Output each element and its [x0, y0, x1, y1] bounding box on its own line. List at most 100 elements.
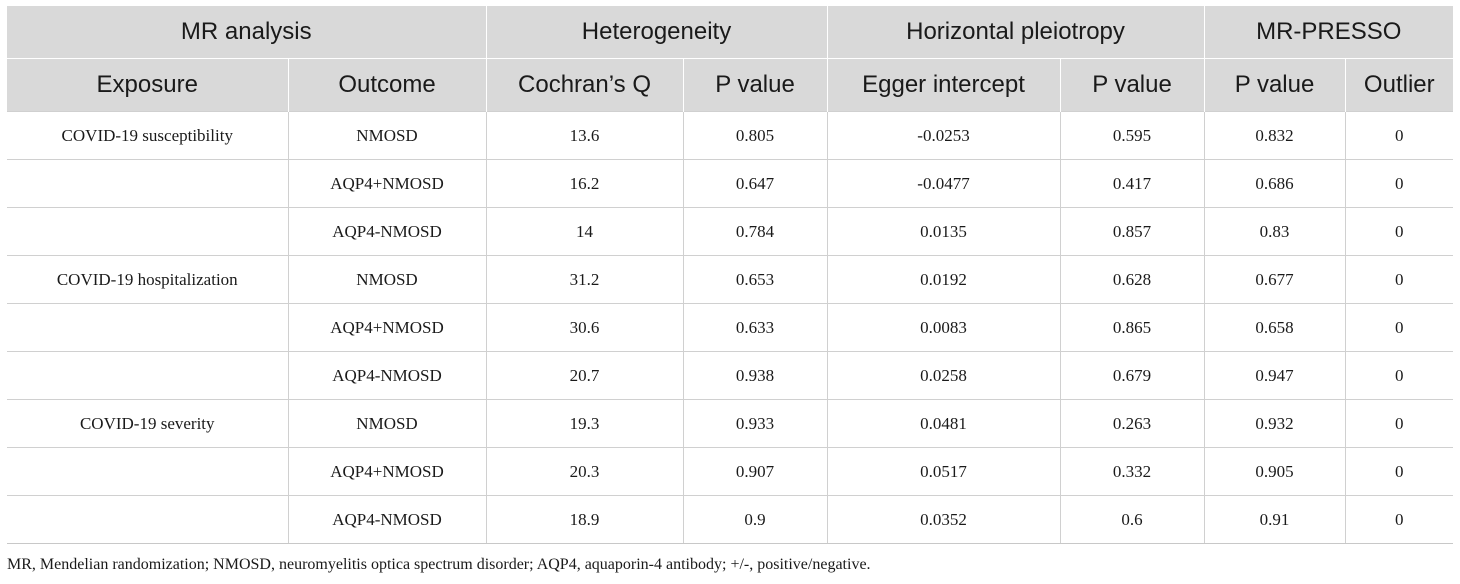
group-header-mr-analysis: MR analysis — [7, 6, 487, 59]
group-header-heterogeneity: Heterogeneity — [485, 6, 828, 59]
table-row: COVID-19 susceptibility NMOSD 13.6 0.805 -0.… — [7, 111, 1454, 160]
table-row: COVID-19 severity NMOSD 19.3 0.933 0.0481 0.2… — [7, 399, 1454, 448]
cell-cochrans-q: 31.2 — [485, 255, 684, 304]
cell-heterogeneity-p-value: 0.647 — [682, 159, 828, 208]
cell-egger-intercept: -0.0253 — [826, 111, 1061, 160]
cell-pleiotropy-p-value: 0.857 — [1059, 207, 1205, 256]
cell-egger-intercept: 0.0352 — [826, 495, 1061, 544]
column-header-egger-intercept: Egger intercept — [826, 58, 1061, 112]
table-row: AQP4-NMOSD 18.9 0.9 0.0352 0.6 0.91 0 — [7, 495, 1454, 544]
header-column-row: Exposure Outcome Cochran’s Q P value Egg… — [7, 58, 1454, 112]
header-group-row: MR analysis Heterogeneity Horizontal ple… — [7, 6, 1454, 59]
cell-egger-intercept: 0.0083 — [826, 303, 1061, 352]
cell-cochrans-q: 14 — [485, 207, 684, 256]
column-header-outlier: Outlier — [1344, 58, 1454, 112]
cell-presso-p-value: 0.677 — [1203, 255, 1346, 304]
cell-exposure: COVID-19 hospitalization — [7, 255, 288, 304]
results-table-container: MR analysis Heterogeneity Horizontal ple… — [7, 6, 1454, 544]
cell-outcome: NMOSD — [287, 399, 487, 448]
column-header-presso-p-value: P value — [1203, 58, 1346, 112]
cell-outcome: AQP4+NMOSD — [287, 159, 487, 208]
table-footnote: MR, Mendelian randomization; NMOSD, neur… — [7, 556, 871, 573]
cell-cochrans-q: 18.9 — [485, 495, 684, 544]
cell-presso-p-value: 0.686 — [1203, 159, 1346, 208]
cell-outlier: 0 — [1344, 495, 1454, 544]
cell-outcome: AQP4-NMOSD — [287, 207, 487, 256]
cell-exposure — [7, 207, 288, 256]
cell-egger-intercept: 0.0258 — [826, 351, 1061, 400]
cell-egger-intercept: 0.0192 — [826, 255, 1061, 304]
cell-outcome: AQP4-NMOSD — [287, 495, 487, 544]
cell-outcome: AQP4+NMOSD — [287, 303, 487, 352]
cell-presso-p-value: 0.91 — [1203, 495, 1346, 544]
table-row: AQP4-NMOSD 14 0.784 0.0135 0.857 0.83 0 — [7, 207, 1454, 256]
cell-outcome: NMOSD — [287, 255, 487, 304]
cell-heterogeneity-p-value: 0.784 — [682, 207, 828, 256]
cell-egger-intercept: 0.0517 — [826, 447, 1061, 496]
cell-egger-intercept: 0.0481 — [826, 399, 1061, 448]
cell-presso-p-value: 0.83 — [1203, 207, 1346, 256]
cell-exposure: COVID-19 severity — [7, 399, 288, 448]
cell-presso-p-value: 0.658 — [1203, 303, 1346, 352]
cell-heterogeneity-p-value: 0.933 — [682, 399, 828, 448]
cell-pleiotropy-p-value: 0.417 — [1059, 159, 1205, 208]
table-header: MR analysis Heterogeneity Horizontal ple… — [7, 6, 1454, 112]
cell-pleiotropy-p-value: 0.6 — [1059, 495, 1205, 544]
cell-outlier: 0 — [1344, 207, 1454, 256]
cell-heterogeneity-p-value: 0.805 — [682, 111, 828, 160]
cell-presso-p-value: 0.932 — [1203, 399, 1346, 448]
cell-outlier: 0 — [1344, 159, 1454, 208]
cell-presso-p-value: 0.832 — [1203, 111, 1346, 160]
cell-exposure — [7, 351, 288, 400]
cell-pleiotropy-p-value: 0.679 — [1059, 351, 1205, 400]
cell-heterogeneity-p-value: 0.633 — [682, 303, 828, 352]
cell-outlier: 0 — [1344, 303, 1454, 352]
cell-cochrans-q: 20.3 — [485, 447, 684, 496]
cell-outlier: 0 — [1344, 399, 1454, 448]
group-header-mr-presso: MR-PRESSO — [1203, 6, 1454, 59]
cell-outcome: AQP4+NMOSD — [287, 447, 487, 496]
cell-exposure — [7, 303, 288, 352]
cell-pleiotropy-p-value: 0.595 — [1059, 111, 1205, 160]
cell-outcome: AQP4-NMOSD — [287, 351, 487, 400]
cell-cochrans-q: 20.7 — [485, 351, 684, 400]
cell-pleiotropy-p-value: 0.865 — [1059, 303, 1205, 352]
cell-egger-intercept: -0.0477 — [826, 159, 1061, 208]
group-header-horizontal-pleiotropy: Horizontal pleiotropy — [826, 6, 1205, 59]
cell-presso-p-value: 0.905 — [1203, 447, 1346, 496]
table-row: AQP4+NMOSD 30.6 0.633 0.0083 0.865 0.658 0 — [7, 303, 1454, 352]
cell-pleiotropy-p-value: 0.332 — [1059, 447, 1205, 496]
cell-heterogeneity-p-value: 0.9 — [682, 495, 828, 544]
cell-outlier: 0 — [1344, 447, 1454, 496]
table-row: COVID-19 hospitalization NMOSD 31.2 0.653 0.… — [7, 255, 1454, 304]
column-header-pleiotropy-p-value: P value — [1059, 58, 1205, 112]
cell-heterogeneity-p-value: 0.938 — [682, 351, 828, 400]
cell-presso-p-value: 0.947 — [1203, 351, 1346, 400]
cell-pleiotropy-p-value: 0.628 — [1059, 255, 1205, 304]
cell-cochrans-q: 19.3 — [485, 399, 684, 448]
table-row: AQP4+NMOSD 20.3 0.907 0.0517 0.332 0.905 0 — [7, 447, 1454, 496]
cell-cochrans-q: 13.6 — [485, 111, 684, 160]
cell-exposure — [7, 495, 288, 544]
cell-egger-intercept: 0.0135 — [826, 207, 1061, 256]
column-header-cochrans-q: Cochran’s Q — [485, 58, 684, 112]
cell-outcome: NMOSD — [287, 111, 487, 160]
column-header-outcome: Outcome — [287, 58, 487, 112]
cell-exposure — [7, 159, 288, 208]
cell-heterogeneity-p-value: 0.653 — [682, 255, 828, 304]
cell-exposure — [7, 447, 288, 496]
table-body: COVID-19 susceptibility NMOSD 13.6 0.805 -0.… — [7, 111, 1454, 544]
cell-outlier: 0 — [1344, 255, 1454, 304]
mr-results-table: MR analysis Heterogeneity Horizontal ple… — [7, 6, 1454, 544]
column-header-heterogeneity-p-value: P value — [682, 58, 828, 112]
cell-outlier: 0 — [1344, 111, 1454, 160]
cell-outlier: 0 — [1344, 351, 1454, 400]
cell-exposure: COVID-19 susceptibility — [7, 111, 288, 160]
cell-cochrans-q: 16.2 — [485, 159, 684, 208]
table-row: AQP4-NMOSD 20.7 0.938 0.0258 0.679 0.947 0 — [7, 351, 1454, 400]
column-header-exposure: Exposure — [7, 58, 288, 112]
cell-heterogeneity-p-value: 0.907 — [682, 447, 828, 496]
cell-cochrans-q: 30.6 — [485, 303, 684, 352]
cell-pleiotropy-p-value: 0.263 — [1059, 399, 1205, 448]
table-row: AQP4+NMOSD 16.2 0.647 -0.0477 0.417 0.686 0 — [7, 159, 1454, 208]
